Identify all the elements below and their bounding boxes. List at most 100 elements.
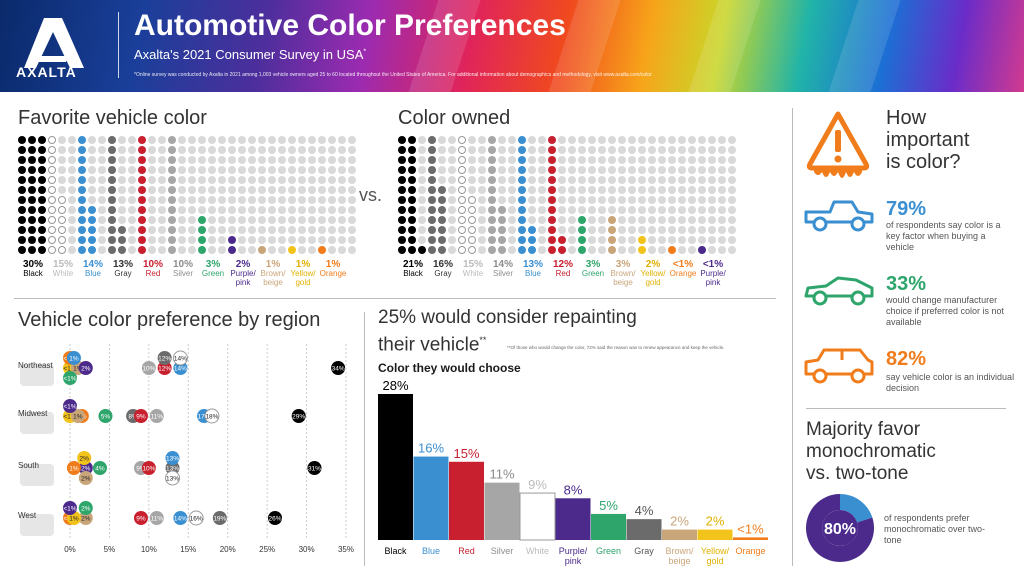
dot	[578, 246, 586, 254]
x-tick-label: 20%	[220, 545, 236, 554]
dot	[138, 236, 146, 244]
dot	[268, 236, 276, 244]
right-panel-rule	[806, 408, 1006, 409]
dot	[708, 166, 716, 174]
dot	[608, 206, 616, 214]
dot	[318, 226, 326, 234]
dot	[688, 166, 696, 174]
color-name: Blue	[524, 269, 541, 278]
dot	[158, 156, 166, 164]
dot	[488, 206, 496, 214]
region-point	[157, 351, 172, 365]
dot	[268, 226, 276, 234]
dot	[508, 236, 516, 244]
dot	[238, 136, 246, 144]
dot	[318, 196, 326, 204]
dot	[438, 146, 446, 154]
dot	[518, 246, 526, 254]
dot	[708, 186, 716, 194]
bar-category-label: Yellow/	[701, 546, 730, 556]
color-pct: 14%	[492, 259, 513, 270]
dot	[688, 246, 696, 254]
dot	[458, 206, 466, 214]
dot	[28, 156, 36, 164]
dot	[408, 246, 416, 254]
dot	[338, 146, 346, 154]
dot	[38, 216, 46, 224]
dot	[348, 156, 356, 164]
dot	[198, 186, 206, 194]
bar-value-label: 4%	[635, 503, 654, 518]
dot	[158, 186, 166, 194]
page-subtitle: Axalta's 2021 Consumer Survey in USA*	[134, 47, 367, 62]
dot	[558, 166, 566, 174]
dot	[718, 246, 726, 254]
dot	[508, 136, 516, 144]
dot	[508, 246, 516, 254]
dot	[88, 216, 96, 224]
dot	[308, 156, 316, 164]
dot	[578, 236, 586, 244]
dot	[328, 226, 336, 234]
dot	[238, 186, 246, 194]
dot	[618, 246, 626, 254]
color-name: Silver	[492, 269, 513, 278]
dot	[188, 166, 196, 174]
dot	[128, 136, 136, 144]
dot	[688, 176, 696, 184]
dot	[518, 226, 526, 234]
dot	[108, 156, 116, 164]
dot	[528, 236, 536, 244]
dot	[578, 176, 586, 184]
color-name: Yellow/ gold	[290, 269, 316, 287]
dot	[428, 196, 436, 204]
dot	[318, 176, 326, 184]
dot	[258, 186, 266, 194]
dot	[18, 246, 26, 254]
region-point	[63, 371, 77, 385]
dot	[148, 246, 156, 254]
dot	[158, 206, 166, 214]
dot-column	[498, 136, 506, 254]
dot	[638, 146, 646, 154]
dot	[498, 216, 506, 224]
dot	[218, 226, 226, 234]
color-pct: 1%	[325, 259, 341, 270]
bar	[378, 394, 413, 540]
dot	[698, 206, 706, 214]
dot	[718, 156, 726, 164]
dot	[428, 226, 436, 234]
dot-column	[328, 136, 336, 254]
dot	[698, 226, 706, 234]
dot	[518, 216, 526, 224]
dot-column	[218, 136, 226, 254]
dot	[668, 226, 676, 234]
dot	[338, 136, 346, 144]
dot	[678, 206, 686, 214]
dot-column	[248, 136, 256, 254]
dot	[318, 236, 326, 244]
dot	[318, 246, 326, 254]
dot	[668, 156, 676, 164]
dot	[78, 226, 86, 234]
dot	[128, 226, 136, 234]
region-point	[66, 461, 81, 475]
color-pct: 3%	[615, 259, 631, 270]
dot	[248, 186, 256, 194]
color-name: Red	[145, 269, 161, 278]
dot	[658, 206, 666, 214]
dot	[398, 146, 406, 154]
dot	[148, 186, 156, 194]
dot	[598, 176, 606, 184]
dot	[428, 136, 436, 144]
dot	[608, 226, 616, 234]
dot	[158, 166, 166, 174]
dot	[118, 186, 126, 194]
dot	[248, 146, 256, 154]
dot	[178, 196, 186, 204]
dot	[628, 246, 636, 254]
dot	[558, 196, 566, 204]
region-point-label: 8%	[128, 414, 138, 421]
dot	[138, 196, 146, 204]
color-pct: 14%	[82, 259, 103, 270]
